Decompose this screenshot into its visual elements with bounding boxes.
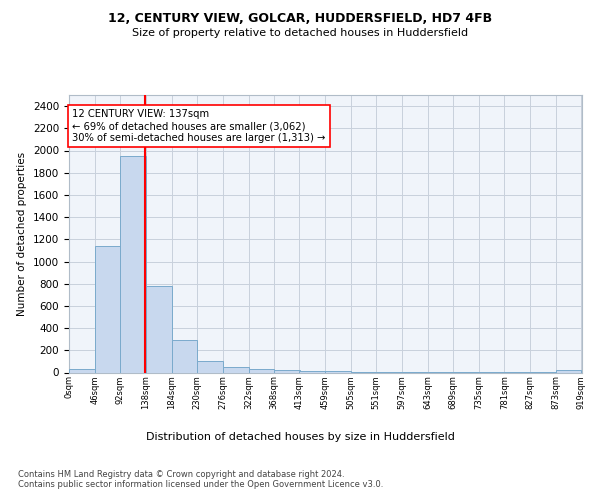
Y-axis label: Number of detached properties: Number of detached properties: [17, 152, 28, 316]
Bar: [556, 370, 581, 372]
Text: 12 CENTURY VIEW: 137sqm
← 69% of detached houses are smaller (3,062)
30% of semi: 12 CENTURY VIEW: 137sqm ← 69% of detache…: [73, 110, 326, 142]
Text: Distribution of detached houses by size in Huddersfield: Distribution of detached houses by size …: [146, 432, 454, 442]
Text: Size of property relative to detached houses in Huddersfield: Size of property relative to detached ho…: [132, 28, 468, 38]
Bar: [69, 368, 95, 372]
Bar: [197, 361, 223, 372]
Bar: [95, 246, 121, 372]
Bar: [299, 371, 325, 372]
Bar: [172, 340, 197, 372]
Bar: [248, 368, 274, 372]
Text: 12, CENTURY VIEW, GOLCAR, HUDDERSFIELD, HD7 4FB: 12, CENTURY VIEW, GOLCAR, HUDDERSFIELD, …: [108, 12, 492, 26]
Bar: [121, 156, 146, 372]
Text: Contains HM Land Registry data © Crown copyright and database right 2024.
Contai: Contains HM Land Registry data © Crown c…: [18, 470, 383, 490]
Bar: [223, 367, 248, 372]
Bar: [146, 286, 172, 372]
Bar: [274, 370, 300, 372]
